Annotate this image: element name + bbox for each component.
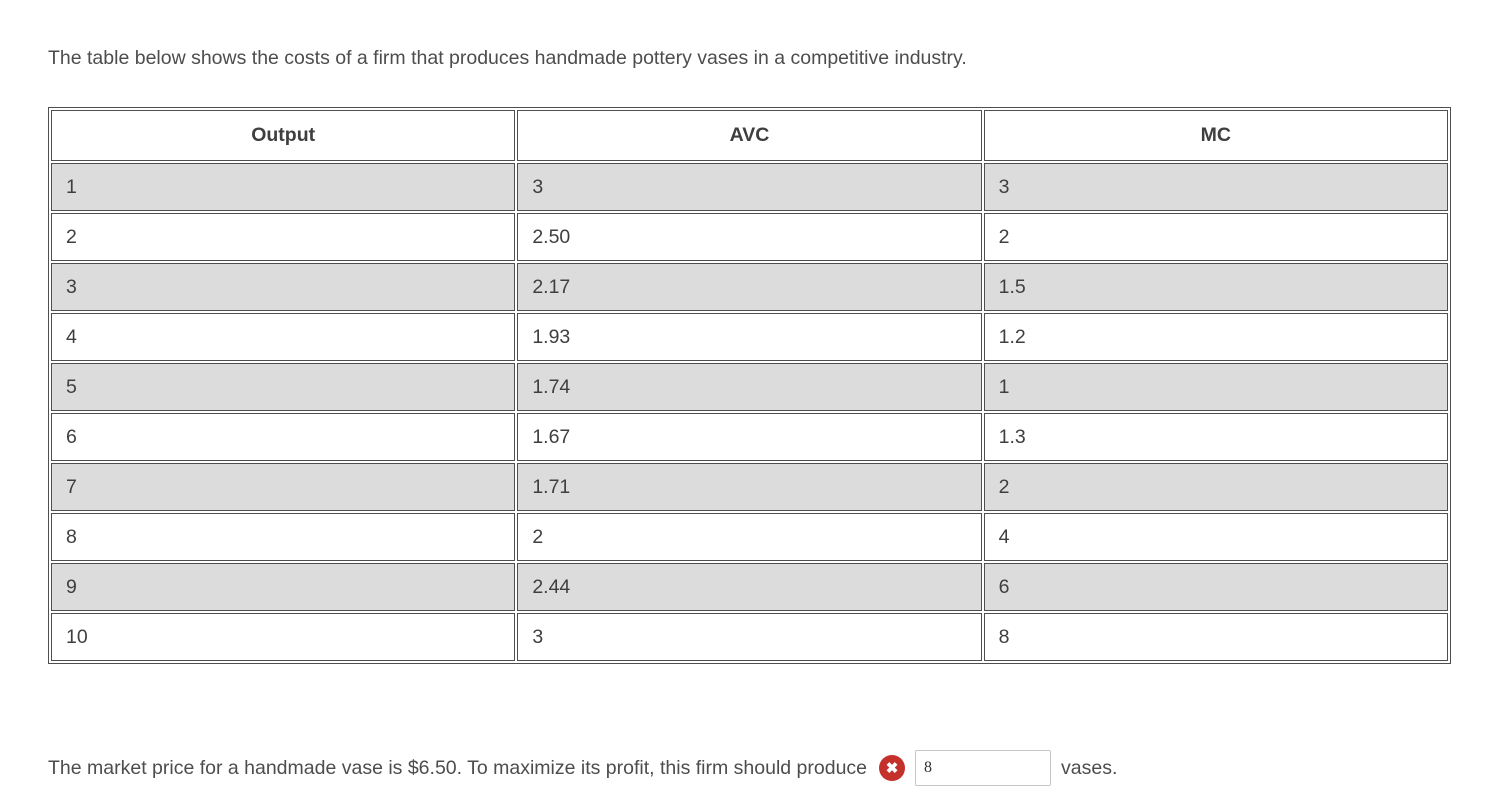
question-text-before: The market price for a handmade vase is …	[48, 756, 868, 779]
table-cell: 2.50	[517, 213, 982, 261]
table-cell: 1	[983, 363, 1448, 411]
cost-table-body: 1 3 3 2 2.50 2 3 2.17 1.5 4 1.93 1.2 5 1.74 1 6 1.67 1.3 7…	[51, 163, 1448, 661]
table-cell: 3	[983, 163, 1448, 211]
table-cell: 2.44	[517, 563, 982, 611]
table-cell: 4	[51, 313, 516, 361]
table-cell: 10	[51, 613, 516, 661]
answer-input[interactable]	[915, 750, 1052, 786]
cost-table-header: Output AVC MC	[51, 110, 1448, 161]
table-row: 5 1.74 1	[51, 363, 1448, 411]
x-glyph: ✖	[885, 759, 899, 777]
table-cell: 1.93	[517, 313, 982, 361]
header-output: Output	[51, 110, 516, 161]
table-cell: 1.67	[517, 413, 982, 461]
table-cell: 5	[51, 363, 516, 411]
table-row: 6 1.67 1.3	[51, 413, 1448, 461]
table-cell: 1.5	[983, 263, 1448, 311]
table-cell: 6	[51, 413, 516, 461]
table-row: 4 1.93 1.2	[51, 313, 1448, 361]
table-cell: 1.2	[983, 313, 1448, 361]
table-cell: 3	[517, 613, 982, 661]
table-cell: 1.71	[517, 463, 982, 511]
table-cell: 8	[51, 513, 516, 561]
table-row: 9 2.44 6	[51, 563, 1448, 611]
intro-text: The table below shows the costs of a fir…	[48, 47, 967, 69]
table-cell: 6	[983, 563, 1448, 611]
table-cell: 2	[983, 463, 1448, 511]
table-cell: 2	[983, 213, 1448, 261]
cost-table: Output AVC MC 1 3 3 2 2.50 2 3 2.17 1.5 4 1.93 1.2 5…	[48, 107, 1451, 664]
table-row: 7 1.71 2	[51, 463, 1448, 511]
question-text-after: vases.	[1061, 756, 1118, 779]
table-cell: 3	[517, 163, 982, 211]
header-row: Output AVC MC	[51, 110, 1448, 161]
table-cell: 3	[51, 263, 516, 311]
table-cell: 9	[51, 563, 516, 611]
table-row: 10 3 8	[51, 613, 1448, 661]
header-avc: AVC	[517, 110, 982, 161]
table-cell: 4	[983, 513, 1448, 561]
table-cell: 2	[517, 513, 982, 561]
table-cell: 2.17	[517, 263, 982, 311]
table-cell: 1.74	[517, 363, 982, 411]
incorrect-x-icon: ✖	[879, 755, 906, 781]
table-cell: 1	[51, 163, 516, 211]
table-cell: 7	[51, 463, 516, 511]
table-cell: 8	[983, 613, 1448, 661]
table-cell: 1.3	[983, 413, 1448, 461]
question-line: The market price for a handmade vase is …	[48, 750, 1450, 786]
table-row: 2 2.50 2	[51, 213, 1448, 261]
table-cell: 2	[51, 213, 516, 261]
table-row: 3 2.17 1.5	[51, 263, 1448, 311]
header-mc: MC	[983, 110, 1448, 161]
